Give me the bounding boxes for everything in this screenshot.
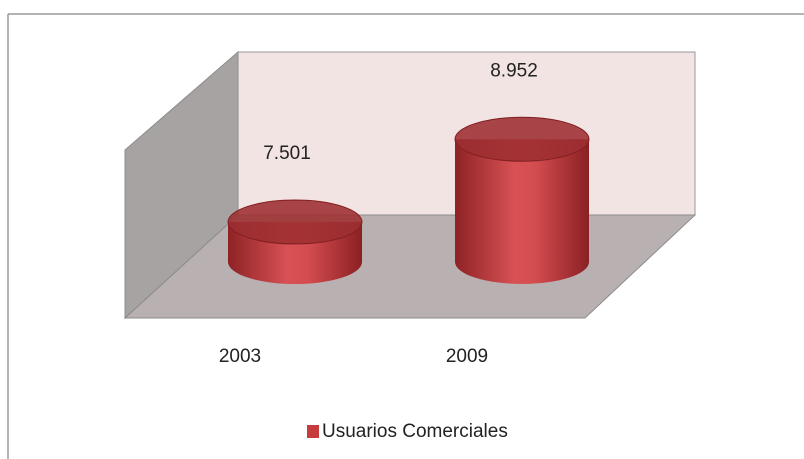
x-tick-label: 2003 xyxy=(219,346,261,367)
x-tick-label: 2009 xyxy=(446,346,488,367)
cylinder xyxy=(227,199,363,284)
cylinder-top-shade xyxy=(455,117,589,162)
cylinder-top xyxy=(454,116,590,162)
cylinder-body xyxy=(455,139,589,284)
value-label: 7.501 xyxy=(263,143,311,164)
cylinder-top-shade xyxy=(228,200,362,245)
legend-label: Usuarios Comerciales xyxy=(322,421,508,442)
legend-swatch xyxy=(307,425,319,438)
value-label: 8.952 xyxy=(490,60,538,81)
cylinder-top xyxy=(227,199,363,245)
cylinder xyxy=(454,116,590,284)
